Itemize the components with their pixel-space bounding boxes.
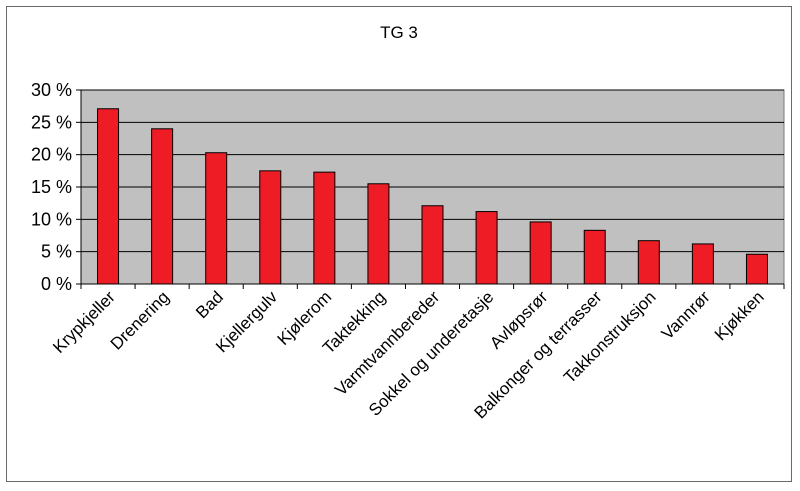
bar [637,240,660,285]
x-tick-label: Drenering [107,287,173,353]
y-tick-label: 25 % [31,112,72,132]
y-tick-label: 0 % [41,274,72,294]
x-tick-label: Kjøkken [711,287,768,344]
bar [313,171,336,285]
bar [745,253,768,285]
y-tick-label: 10 % [31,209,72,229]
bar [151,128,174,285]
bar [529,221,552,285]
bar [367,183,390,285]
y-tick-label: 5 % [41,242,72,262]
bar [205,152,228,285]
x-tick-label: Takkonstruksjon [560,287,660,387]
chart-title: TG 3 [380,23,418,42]
bars [97,108,768,285]
bar [691,243,714,285]
x-tick-label: Krypkjeller [49,287,119,357]
bar [421,205,444,285]
bar [259,170,282,285]
y-tick-label: 20 % [31,145,72,165]
bar [475,211,498,285]
bar [97,108,120,285]
y-tick-label: 15 % [31,177,72,197]
y-axis: 0 % 5 % 10 % 15 % 20 % 25 % 30 % [31,80,82,294]
x-tick-label: Vannrør [658,287,714,343]
y-tick-label: 30 % [31,80,72,100]
x-tick-label: Bad [192,287,227,322]
bar [583,229,606,285]
